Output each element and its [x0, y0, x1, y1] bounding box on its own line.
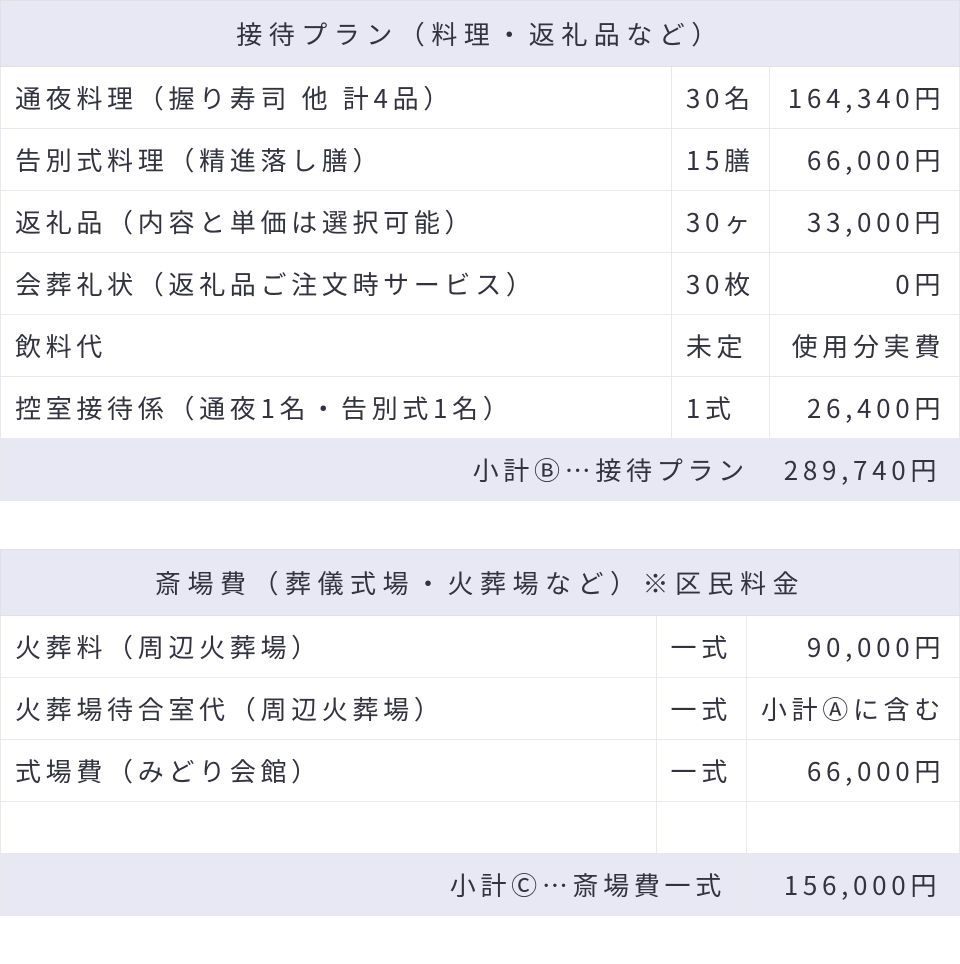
table-row: 式場費（みどり会館） 一式 66,000円	[1, 740, 960, 802]
row-qty: 1式	[671, 377, 769, 439]
row-desc: 控室接待係（通夜1名・告別式1名）	[1, 377, 672, 439]
row-desc: 返礼品（内容と単価は選択可能）	[1, 191, 672, 253]
row-amt: 66,000円	[769, 129, 959, 191]
row-qty	[656, 802, 746, 854]
table-row: 飲料代 未定 使用分実費	[1, 315, 960, 377]
subtotal-label: 小計Ⓒ…斎場費一式	[1, 854, 747, 916]
row-qty: 30名	[671, 67, 769, 129]
subtotal-amount: 156,000円	[746, 854, 959, 916]
row-desc	[1, 802, 657, 854]
table-header: 斎場費（葬儀式場・火葬場など）※区民料金	[1, 550, 960, 616]
hospitality-plan-table: 接待プラン（料理・返礼品など） 通夜料理（握り寿司 他 計4品） 30名 164…	[0, 0, 960, 501]
venue-fee-table: 斎場費（葬儀式場・火葬場など）※区民料金 火葬料（周辺火葬場） 一式 90,00…	[0, 549, 960, 916]
row-desc: 火葬場待合室代（周辺火葬場）	[1, 678, 657, 740]
row-qty: 15膳	[671, 129, 769, 191]
row-desc: 通夜料理（握り寿司 他 計4品）	[1, 67, 672, 129]
row-amt: 26,400円	[769, 377, 959, 439]
subtotal-row: 小計Ⓒ…斎場費一式 156,000円	[1, 854, 960, 916]
row-amt: 164,340円	[769, 67, 959, 129]
row-amt: 小計Ⓐに含む	[746, 678, 959, 740]
row-qty: 一式	[656, 740, 746, 802]
row-desc: 飲料代	[1, 315, 672, 377]
row-qty: 一式	[656, 616, 746, 678]
table-row: 通夜料理（握り寿司 他 計4品） 30名 164,340円	[1, 67, 960, 129]
table-row: 火葬料（周辺火葬場） 一式 90,000円	[1, 616, 960, 678]
table-row: 控室接待係（通夜1名・告別式1名） 1式 26,400円	[1, 377, 960, 439]
table-row: 返礼品（内容と単価は選択可能） 30ヶ 33,000円	[1, 191, 960, 253]
table-row	[1, 802, 960, 854]
subtotal-row: 小計Ⓑ…接待プラン 289,740円	[1, 439, 960, 501]
table-row: 会葬礼状（返礼品ご注文時サービス） 30枚 0円	[1, 253, 960, 315]
subtotal-label: 小計Ⓑ…接待プラン	[1, 439, 770, 501]
subtotal-amount: 289,740円	[769, 439, 959, 501]
row-amt: 66,000円	[746, 740, 959, 802]
table-row: 火葬場待合室代（周辺火葬場） 一式 小計Ⓐに含む	[1, 678, 960, 740]
row-desc: 会葬礼状（返礼品ご注文時サービス）	[1, 253, 672, 315]
row-qty: 一式	[656, 678, 746, 740]
row-desc: 火葬料（周辺火葬場）	[1, 616, 657, 678]
row-amt: 使用分実費	[769, 315, 959, 377]
row-amt	[746, 802, 959, 854]
row-amt: 90,000円	[746, 616, 959, 678]
table-row: 告別式料理（精進落し膳） 15膳 66,000円	[1, 129, 960, 191]
row-desc: 式場費（みどり会館）	[1, 740, 657, 802]
table-header: 接待プラン（料理・返礼品など）	[1, 1, 960, 67]
row-qty: 未定	[671, 315, 769, 377]
row-qty: 30枚	[671, 253, 769, 315]
row-desc: 告別式料理（精進落し膳）	[1, 129, 672, 191]
row-amt: 33,000円	[769, 191, 959, 253]
row-amt: 0円	[769, 253, 959, 315]
row-qty: 30ヶ	[671, 191, 769, 253]
